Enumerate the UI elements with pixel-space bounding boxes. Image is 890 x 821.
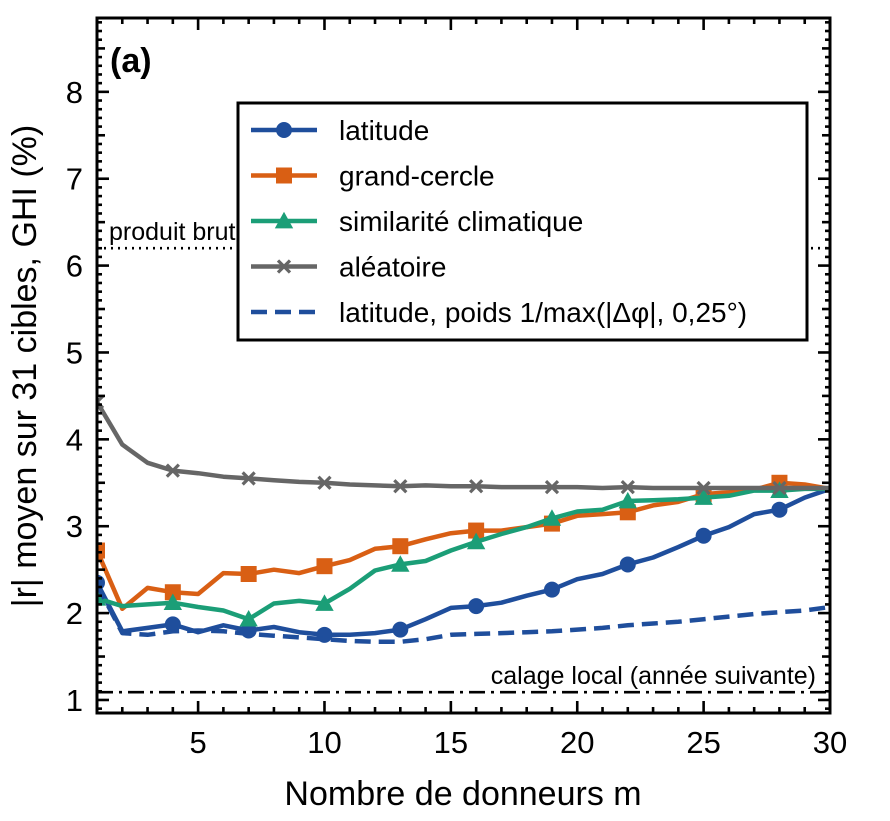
legend-frame	[236, 101, 809, 342]
y-axis-label: |r| moyen sur 31 cibles, GHI (%)	[6, 125, 44, 607]
data-point-latitude-28	[771, 501, 788, 518]
y-tick-label: 6	[66, 249, 83, 284]
legend-label-aleatoire: aléatoire	[339, 252, 446, 283]
axis-tick-labels: 5 10 15 20 25 30 1 2 3 4 5 6 7 8	[66, 75, 847, 760]
legend-marker-aleatoire	[276, 259, 292, 274]
legend-label-similarite-climatique: similarité climatique	[339, 206, 583, 237]
data-point-grand-cercle-4	[164, 584, 181, 601]
data-point-latitude-25	[695, 527, 712, 544]
legend-label-latitude-poids-1-max-0-25: latitude, poids 1/max(|Δφ|, 0,25°)	[339, 297, 747, 328]
data-point-aleatoire-13	[393, 479, 408, 494]
y-tick-label: 4	[66, 422, 83, 457]
legend-label-latitude: latitude	[339, 115, 429, 146]
reference-labels: produit brut calage local (année suivante…	[109, 218, 816, 690]
legend: latitude grand-cercle similarité climatiqu…	[236, 101, 809, 342]
data-point-aleatoire-7	[241, 471, 256, 486]
series-layer	[97, 394, 830, 645]
legend-marker-latitude	[276, 122, 292, 138]
y-tick-label: 8	[66, 75, 83, 110]
data-point-aleatoire-4	[165, 463, 180, 478]
x-tick-label: 25	[686, 725, 720, 760]
x-tick-label: 5	[189, 725, 206, 760]
legend-entry-latitude: latitude	[251, 115, 429, 146]
series-line-aleatoire	[97, 400, 830, 491]
legend-label-grand-cercle: grand-cercle	[339, 161, 495, 192]
data-point-grand-cercle-7	[240, 566, 257, 582]
legend-entry-similarite-climatique: similarité climatique	[251, 206, 583, 237]
data-point-latitude-19	[543, 581, 560, 598]
x-tick-label: 20	[560, 725, 594, 760]
data-point-aleatoire-10	[317, 475, 332, 490]
x-tick-label: 30	[813, 725, 847, 760]
data-point-aleatoire-16	[469, 479, 484, 494]
data-point-latitude-4	[164, 616, 181, 633]
y-tick-label: 7	[66, 162, 83, 197]
series-latitude	[97, 486, 830, 643]
data-point-grand-cercle-13	[392, 538, 409, 555]
data-point-aleatoire-28	[772, 480, 787, 496]
series-latitude-poids-1-max-0-25	[97, 583, 830, 645]
data-point-aleatoire-22	[620, 479, 635, 495]
data-point-similarite-climatique-16	[466, 532, 486, 550]
panel-label: (a)	[110, 42, 152, 80]
legend-entry-grand-cercle: grand-cercle	[251, 161, 495, 192]
data-point-aleatoire-1	[97, 394, 105, 410]
legend-entry-aleatoire: aléatoire	[251, 252, 446, 283]
data-point-similarite-climatique-7	[239, 609, 258, 627]
data-point-grand-cercle-1	[97, 542, 105, 559]
data-point-similarite-climatique-10	[315, 594, 334, 611]
plot-frame	[95, 16, 832, 715]
data-point-aleatoire-19	[544, 479, 560, 495]
data-point-grand-cercle-16	[468, 522, 485, 539]
data-point-latitude-13	[392, 621, 409, 638]
x-tick-label: 10	[307, 725, 341, 760]
legend-marker-similarite-climatique	[274, 211, 294, 229]
reference-label-produit-brut: produit brut	[109, 218, 236, 246]
y-tick-label: 1	[66, 683, 83, 718]
data-point-latitude-22	[619, 556, 636, 573]
reference-label-calage-local-annee-suivante: calage local (année suivante)	[491, 662, 816, 690]
y-tick-label: 3	[66, 509, 83, 544]
x-axis-label: Nombre de donneurs m	[284, 775, 641, 813]
x-tick-label: 15	[434, 725, 468, 760]
data-point-similarite-climatique-13	[391, 555, 410, 572]
legend-entry-latitude-poids-1-max-0-25: latitude, poids 1/max(|Δφ|, 0,25°)	[251, 297, 747, 328]
series-aleatoire	[97, 394, 830, 496]
data-point-latitude-16	[468, 598, 485, 615]
y-tick-label: 5	[66, 335, 83, 370]
legend-marker-grand-cercle	[276, 167, 292, 184]
data-point-similarite-climatique-4	[163, 593, 183, 611]
data-point-aleatoire-25	[696, 480, 711, 496]
data-point-similarite-climatique-22	[618, 491, 637, 509]
data-point-grand-cercle-10	[316, 558, 333, 575]
series-line-latitude-poids-1-max-0-25	[97, 583, 830, 645]
data-point-similarite-climatique-25	[694, 488, 713, 505]
data-point-similarite-climatique-19	[542, 509, 562, 526]
y-tick-label: 2	[66, 596, 83, 631]
